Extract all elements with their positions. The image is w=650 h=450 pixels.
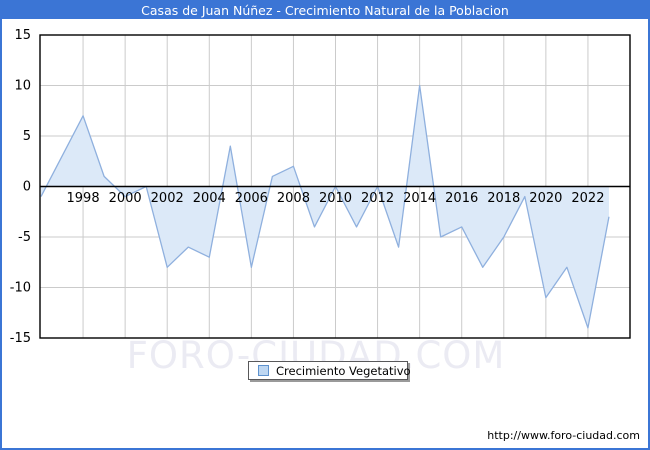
- plot-border: [39, 34, 631, 339]
- y-tick-label: 5: [23, 129, 31, 144]
- y-tick-label: 10: [14, 79, 31, 94]
- title-bar: Casas de Juan Núñez - Crecimiento Natura…: [2, 2, 648, 19]
- legend: Crecimiento Vegetativo: [248, 361, 411, 380]
- y-tick-label: 0: [23, 180, 31, 195]
- x-tick-label: 1998: [67, 191, 100, 206]
- x-tick-label: 2018: [487, 191, 520, 206]
- x-tick-label: 2004: [193, 191, 226, 206]
- x-tick-label: 2016: [445, 191, 478, 206]
- y-tick-label: -5: [18, 230, 31, 245]
- x-tick-label: 2000: [109, 191, 142, 206]
- series-line: [40, 84, 610, 329]
- x-tick-label: 2022: [571, 191, 604, 206]
- footer-url: http://www.foro-ciudad.com: [487, 429, 640, 442]
- y-tick-label: -10: [10, 281, 31, 296]
- x-tick-label: 2006: [235, 191, 268, 206]
- y-tick-label: 15: [14, 28, 31, 43]
- x-tick-label: 2010: [319, 191, 352, 206]
- legend-marker-icon: [258, 365, 269, 376]
- legend-label: Crecimiento Vegetativo: [276, 363, 411, 378]
- x-tick-label: 2008: [277, 191, 310, 206]
- x-tick-label: 2014: [403, 191, 436, 206]
- x-tick-label: 2012: [361, 191, 394, 206]
- x-tick-label: 2020: [529, 191, 562, 206]
- x-tick-label: 2002: [151, 191, 184, 206]
- chart-title: Casas de Juan Núñez - Crecimiento Natura…: [141, 3, 509, 18]
- y-tick-label: -15: [10, 331, 31, 346]
